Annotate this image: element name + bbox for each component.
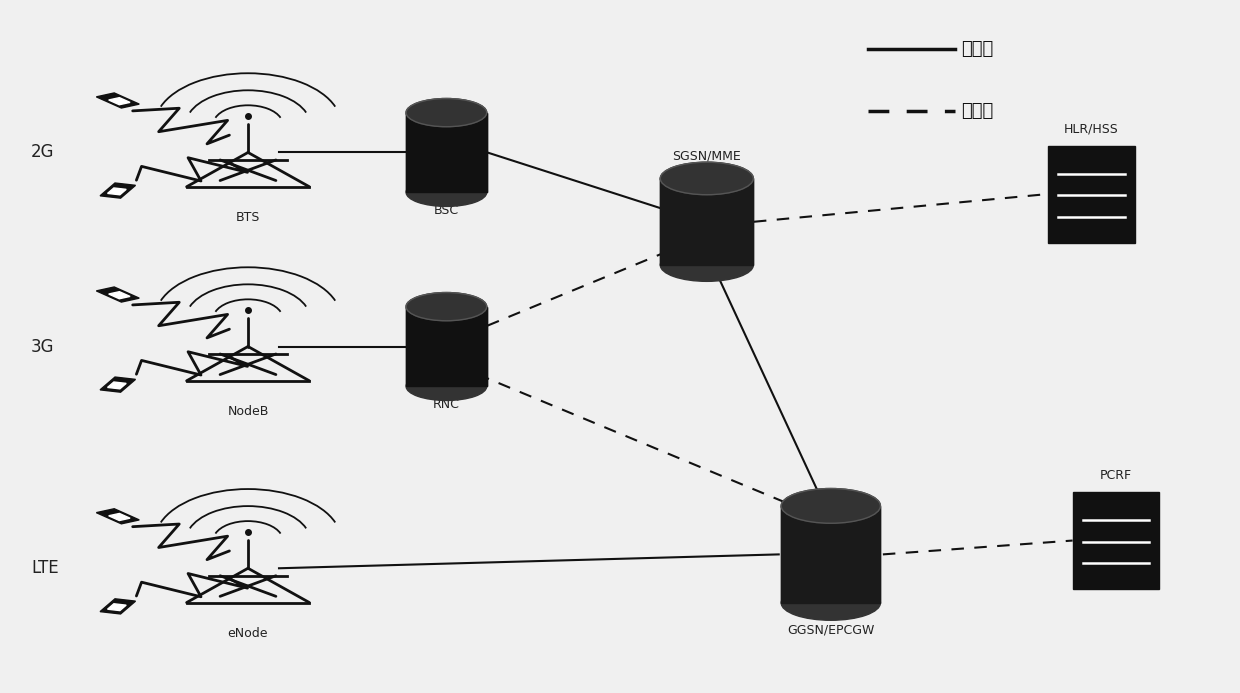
Ellipse shape [405, 372, 486, 401]
Polygon shape [100, 183, 135, 198]
Text: LTE: LTE [31, 559, 58, 577]
Text: RNC: RNC [433, 398, 460, 412]
Polygon shape [97, 93, 139, 108]
Text: NodeB: NodeB [227, 405, 269, 419]
Polygon shape [109, 98, 130, 105]
Polygon shape [100, 599, 135, 614]
Bar [660, 178, 753, 265]
Text: BTS: BTS [236, 211, 260, 225]
Ellipse shape [405, 292, 486, 321]
Text: 用户面: 用户面 [961, 40, 993, 58]
Text: 控制面: 控制面 [961, 102, 993, 120]
Ellipse shape [405, 178, 486, 207]
Polygon shape [108, 188, 126, 195]
Text: GGSN/EPCGW: GGSN/EPCGW [787, 624, 874, 637]
Ellipse shape [781, 586, 880, 620]
Ellipse shape [781, 489, 880, 523]
Bar [1048, 146, 1135, 243]
Polygon shape [108, 382, 126, 389]
Bar [781, 506, 880, 603]
Bar [407, 112, 486, 192]
Text: BSC: BSC [434, 204, 459, 218]
Bar [660, 178, 753, 265]
Polygon shape [97, 287, 139, 302]
Ellipse shape [660, 162, 753, 195]
Polygon shape [109, 292, 130, 299]
Bar [781, 506, 880, 603]
Text: 2G: 2G [31, 143, 55, 161]
Text: SGSN/MME: SGSN/MME [672, 150, 742, 163]
Text: 3G: 3G [31, 337, 55, 356]
Polygon shape [97, 509, 139, 524]
Polygon shape [109, 514, 130, 520]
Bar [407, 112, 486, 192]
Bar [407, 306, 486, 387]
Text: HLR/HSS: HLR/HSS [1064, 122, 1118, 135]
Text: eNode: eNode [228, 627, 268, 640]
Bar [1073, 492, 1159, 589]
Polygon shape [108, 604, 126, 611]
Polygon shape [100, 377, 135, 392]
Text: PCRF: PCRF [1100, 468, 1132, 482]
Ellipse shape [660, 249, 753, 281]
Bar [407, 306, 486, 387]
Ellipse shape [405, 98, 486, 127]
